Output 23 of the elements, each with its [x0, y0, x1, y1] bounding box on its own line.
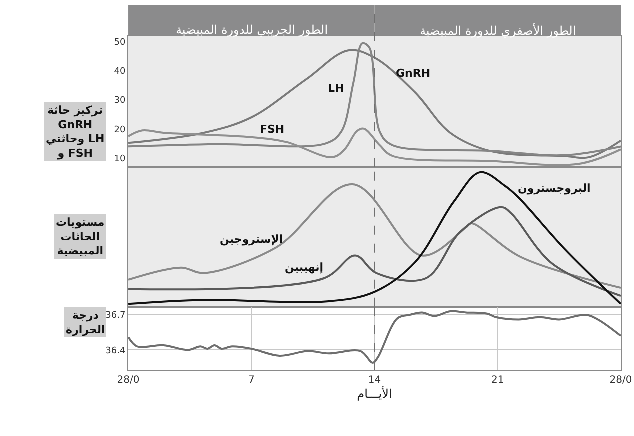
y-tick-label: 20 — [114, 125, 126, 136]
series-label: البروجسترون — [518, 182, 591, 195]
series-label: إنهيبين — [285, 261, 324, 274]
series-label: LH — [328, 82, 344, 95]
x-tick-label: 28/0 — [610, 375, 632, 386]
x-tick-label: 21 — [492, 375, 504, 386]
series-label: الإستروجين — [220, 233, 284, 246]
x-tick-label: 7 — [248, 375, 255, 386]
series-label: GnRH — [396, 67, 431, 80]
series-label: FSH — [260, 123, 285, 136]
x-tick-label: 14 — [368, 375, 382, 386]
y-tick-label: 30 — [114, 96, 126, 106]
y-tick-label: 40 — [114, 67, 126, 78]
text: الطور الجريبي للدورة المبيضية — [176, 23, 328, 37]
x-tick-label: 28/0 — [117, 375, 140, 386]
y-tick-label: 10 — [114, 154, 126, 164]
y-tick-label: 50 — [114, 38, 126, 48]
y-axis-title: درجة الحرارة — [66, 309, 106, 336]
x-axis-title: الأيـــام — [357, 386, 392, 401]
y-tick-label: 36.7 — [106, 311, 126, 322]
y-axis-title: مستويات الحاثات المبيضية — [56, 216, 105, 258]
y-tick-label: 36.4 — [106, 346, 126, 356]
annotation: الطور الأصفري للدورة المبيضية — [420, 23, 576, 38]
